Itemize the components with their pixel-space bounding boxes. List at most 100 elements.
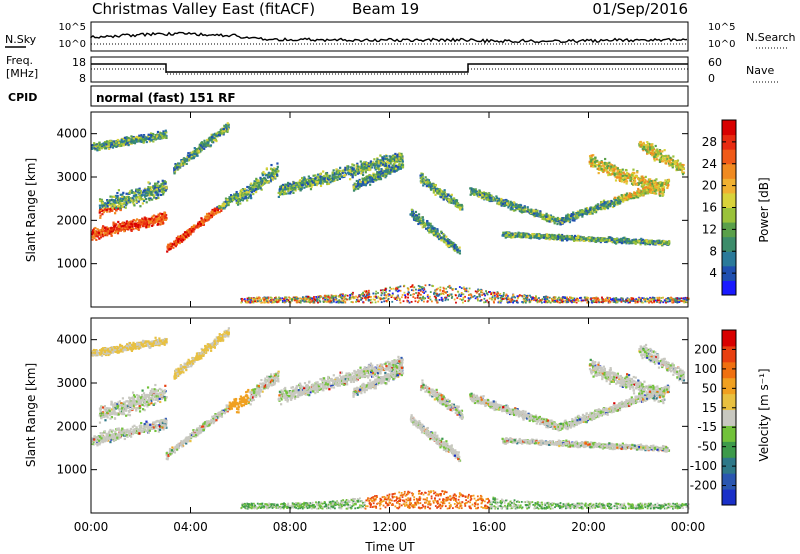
data-point bbox=[143, 194, 146, 197]
data-point bbox=[291, 189, 294, 192]
data-point bbox=[347, 173, 351, 176]
data-point bbox=[510, 206, 513, 210]
frequency-tick-top: 18 bbox=[72, 56, 86, 69]
data-point bbox=[190, 157, 193, 160]
data-point bbox=[401, 162, 404, 165]
data-point bbox=[243, 189, 246, 193]
data-point bbox=[260, 188, 263, 191]
data-point bbox=[259, 178, 262, 181]
data-point bbox=[156, 130, 160, 134]
data-point bbox=[357, 180, 361, 183]
data-point bbox=[284, 183, 287, 186]
data-point bbox=[239, 198, 242, 202]
data-point bbox=[445, 239, 448, 242]
data-point bbox=[119, 141, 122, 144]
data-point bbox=[398, 160, 401, 163]
data-point bbox=[443, 240, 446, 243]
data-point bbox=[368, 167, 371, 170]
data-point bbox=[344, 166, 347, 169]
data-point bbox=[581, 209, 585, 212]
data-point bbox=[193, 155, 196, 158]
data-point bbox=[188, 231, 191, 234]
data-point bbox=[283, 192, 286, 196]
data-point bbox=[251, 184, 255, 187]
data-point bbox=[210, 138, 214, 141]
data-point bbox=[387, 164, 391, 167]
data-point bbox=[595, 209, 598, 212]
data-point bbox=[572, 216, 575, 220]
data-point bbox=[561, 219, 564, 223]
data-point bbox=[144, 223, 147, 226]
frequency-label-line2: [MHz] bbox=[6, 67, 38, 80]
data-point bbox=[219, 129, 222, 132]
data-point bbox=[245, 190, 248, 194]
data-point bbox=[440, 190, 443, 193]
data-point bbox=[102, 210, 105, 214]
data-point bbox=[550, 216, 554, 219]
data-point bbox=[223, 130, 226, 133]
data-point bbox=[128, 191, 131, 195]
data-point bbox=[140, 140, 143, 144]
data-point bbox=[299, 187, 302, 190]
data-point bbox=[512, 201, 516, 204]
data-point bbox=[352, 171, 356, 175]
data-point bbox=[629, 195, 632, 198]
data-point bbox=[378, 173, 381, 176]
data-point bbox=[250, 197, 253, 200]
data-point bbox=[300, 186, 303, 189]
data-point bbox=[352, 169, 355, 173]
data-point bbox=[400, 154, 403, 157]
data-point bbox=[131, 137, 134, 140]
data-point bbox=[123, 199, 126, 202]
data-point bbox=[117, 220, 120, 224]
data-point bbox=[431, 230, 434, 233]
data-point bbox=[458, 203, 461, 207]
data-point bbox=[487, 196, 490, 200]
data-point bbox=[150, 216, 153, 219]
data-point bbox=[499, 202, 502, 205]
data-point bbox=[120, 225, 123, 228]
data-point bbox=[148, 187, 151, 191]
data-point bbox=[516, 207, 519, 211]
data-point bbox=[121, 140, 124, 143]
frequency-panel: Freq. [MHz] 18 8 60 0 Nave bbox=[6, 54, 778, 85]
data-point bbox=[303, 182, 306, 185]
data-point bbox=[153, 189, 156, 192]
data-point bbox=[536, 214, 539, 217]
data-point bbox=[593, 207, 596, 210]
data-point bbox=[357, 187, 360, 190]
data-point bbox=[376, 172, 379, 175]
data-point bbox=[127, 199, 130, 202]
data-point bbox=[114, 200, 118, 203]
data-point bbox=[389, 169, 393, 172]
data-point bbox=[117, 201, 120, 204]
data-point bbox=[276, 162, 279, 165]
data-point bbox=[637, 190, 640, 193]
data-point bbox=[603, 206, 606, 210]
data-point bbox=[160, 183, 163, 186]
data-point bbox=[106, 205, 109, 208]
data-point bbox=[93, 237, 96, 240]
data-point bbox=[132, 137, 135, 140]
data-point bbox=[184, 235, 188, 239]
data-point bbox=[301, 176, 304, 180]
data-point bbox=[116, 196, 119, 199]
data-point bbox=[368, 173, 371, 177]
data-point bbox=[472, 188, 475, 191]
data-point bbox=[627, 197, 630, 201]
data-point bbox=[548, 217, 551, 220]
data-point bbox=[357, 166, 360, 170]
data-point bbox=[97, 231, 101, 234]
data-point bbox=[385, 172, 388, 175]
data-point bbox=[433, 229, 436, 232]
nave-tick-top: 60 bbox=[708, 56, 722, 69]
data-point bbox=[101, 213, 104, 216]
data-point bbox=[135, 190, 138, 193]
data-point bbox=[250, 186, 253, 189]
data-point bbox=[307, 183, 310, 186]
data-point bbox=[446, 238, 449, 241]
data-point bbox=[388, 165, 391, 168]
data-point bbox=[640, 237, 643, 240]
data-point bbox=[370, 176, 373, 179]
data-point bbox=[385, 157, 389, 160]
